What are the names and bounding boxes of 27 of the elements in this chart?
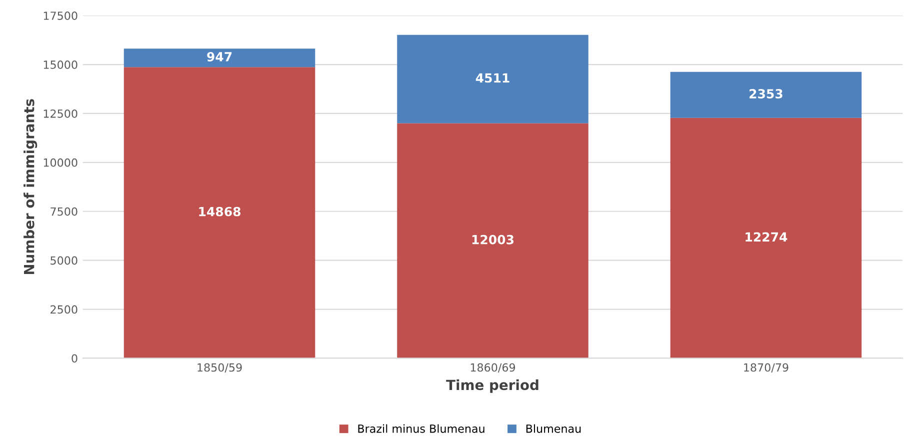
y-axis-title: Number of immigrants <box>24 99 38 274</box>
y-tick-label: 17500 <box>44 12 78 20</box>
bar <box>397 34 588 124</box>
legend-label: Brazil minus Blumenau <box>358 424 484 433</box>
bar <box>670 72 862 118</box>
data-label: 12274 <box>746 232 788 242</box>
y-tick-label: 7500 <box>50 207 78 216</box>
y-tick-label: 10000 <box>44 158 78 167</box>
data-label: 14868 <box>199 206 240 216</box>
bar <box>124 67 316 358</box>
x-axis-title: Time period <box>446 379 538 393</box>
y-tick-label: 2500 <box>50 305 78 314</box>
data-label: 2353 <box>750 89 782 98</box>
y-tick-label: 12500 <box>44 109 78 118</box>
x-tick-label: 1870/79 <box>744 363 788 373</box>
legend-label: Blumenau <box>526 424 581 433</box>
data-label: 4511 <box>476 73 510 83</box>
x-tick-label: 1850/59 <box>198 363 242 373</box>
x-tick-label: 1860/69 <box>470 363 516 373</box>
bar <box>124 48 316 68</box>
y-tick-label: 5000 <box>50 256 78 265</box>
bar <box>670 118 862 358</box>
y-tick-label: 15000 <box>44 60 78 69</box>
data-label: 12003 <box>472 234 514 244</box>
bar <box>397 123 588 358</box>
data-label: 947 <box>207 52 232 62</box>
y-tick-label: 0 <box>72 354 78 363</box>
